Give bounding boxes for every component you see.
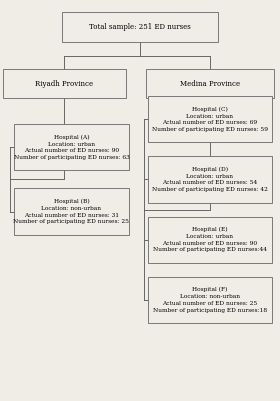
Text: Total sample: 251 ED nurses: Total sample: 251 ED nurses — [89, 23, 191, 31]
FancyBboxPatch shape — [146, 69, 274, 98]
FancyBboxPatch shape — [148, 217, 272, 263]
FancyBboxPatch shape — [3, 69, 126, 98]
Text: Medina Province: Medina Province — [180, 80, 240, 88]
Text: Hospital (D)
Location: urban
Actual number of ED nurses: 54
Number of participat: Hospital (D) Location: urban Actual numb… — [152, 166, 268, 192]
Text: Hospital (A)
Location: urban
Actual number of ED nurses: 90
Number of participat: Hospital (A) Location: urban Actual numb… — [13, 134, 129, 160]
FancyBboxPatch shape — [148, 96, 272, 142]
Text: Hospital (F)
Location: non-urban
Actual number of ED nurses: 25
Number of partic: Hospital (F) Location: non-urban Actual … — [153, 287, 267, 313]
Text: Hospital (E)
Location: urban
Actual number of ED nurses: 90
Number of participat: Hospital (E) Location: urban Actual numb… — [153, 227, 267, 253]
FancyBboxPatch shape — [14, 188, 129, 235]
FancyBboxPatch shape — [62, 12, 218, 42]
Text: Hospital (B)
Location: non-urban
Actual number of ED nurses: 31
Number of partic: Hospital (B) Location: non-urban Actual … — [13, 198, 129, 225]
FancyBboxPatch shape — [148, 156, 272, 203]
FancyBboxPatch shape — [14, 124, 129, 170]
FancyBboxPatch shape — [148, 277, 272, 323]
Text: Riyadh Province: Riyadh Province — [35, 80, 94, 88]
Text: Hospital (C)
Location: urban
Actual number of ED nurses: 69
Number of participat: Hospital (C) Location: urban Actual numb… — [152, 106, 268, 132]
